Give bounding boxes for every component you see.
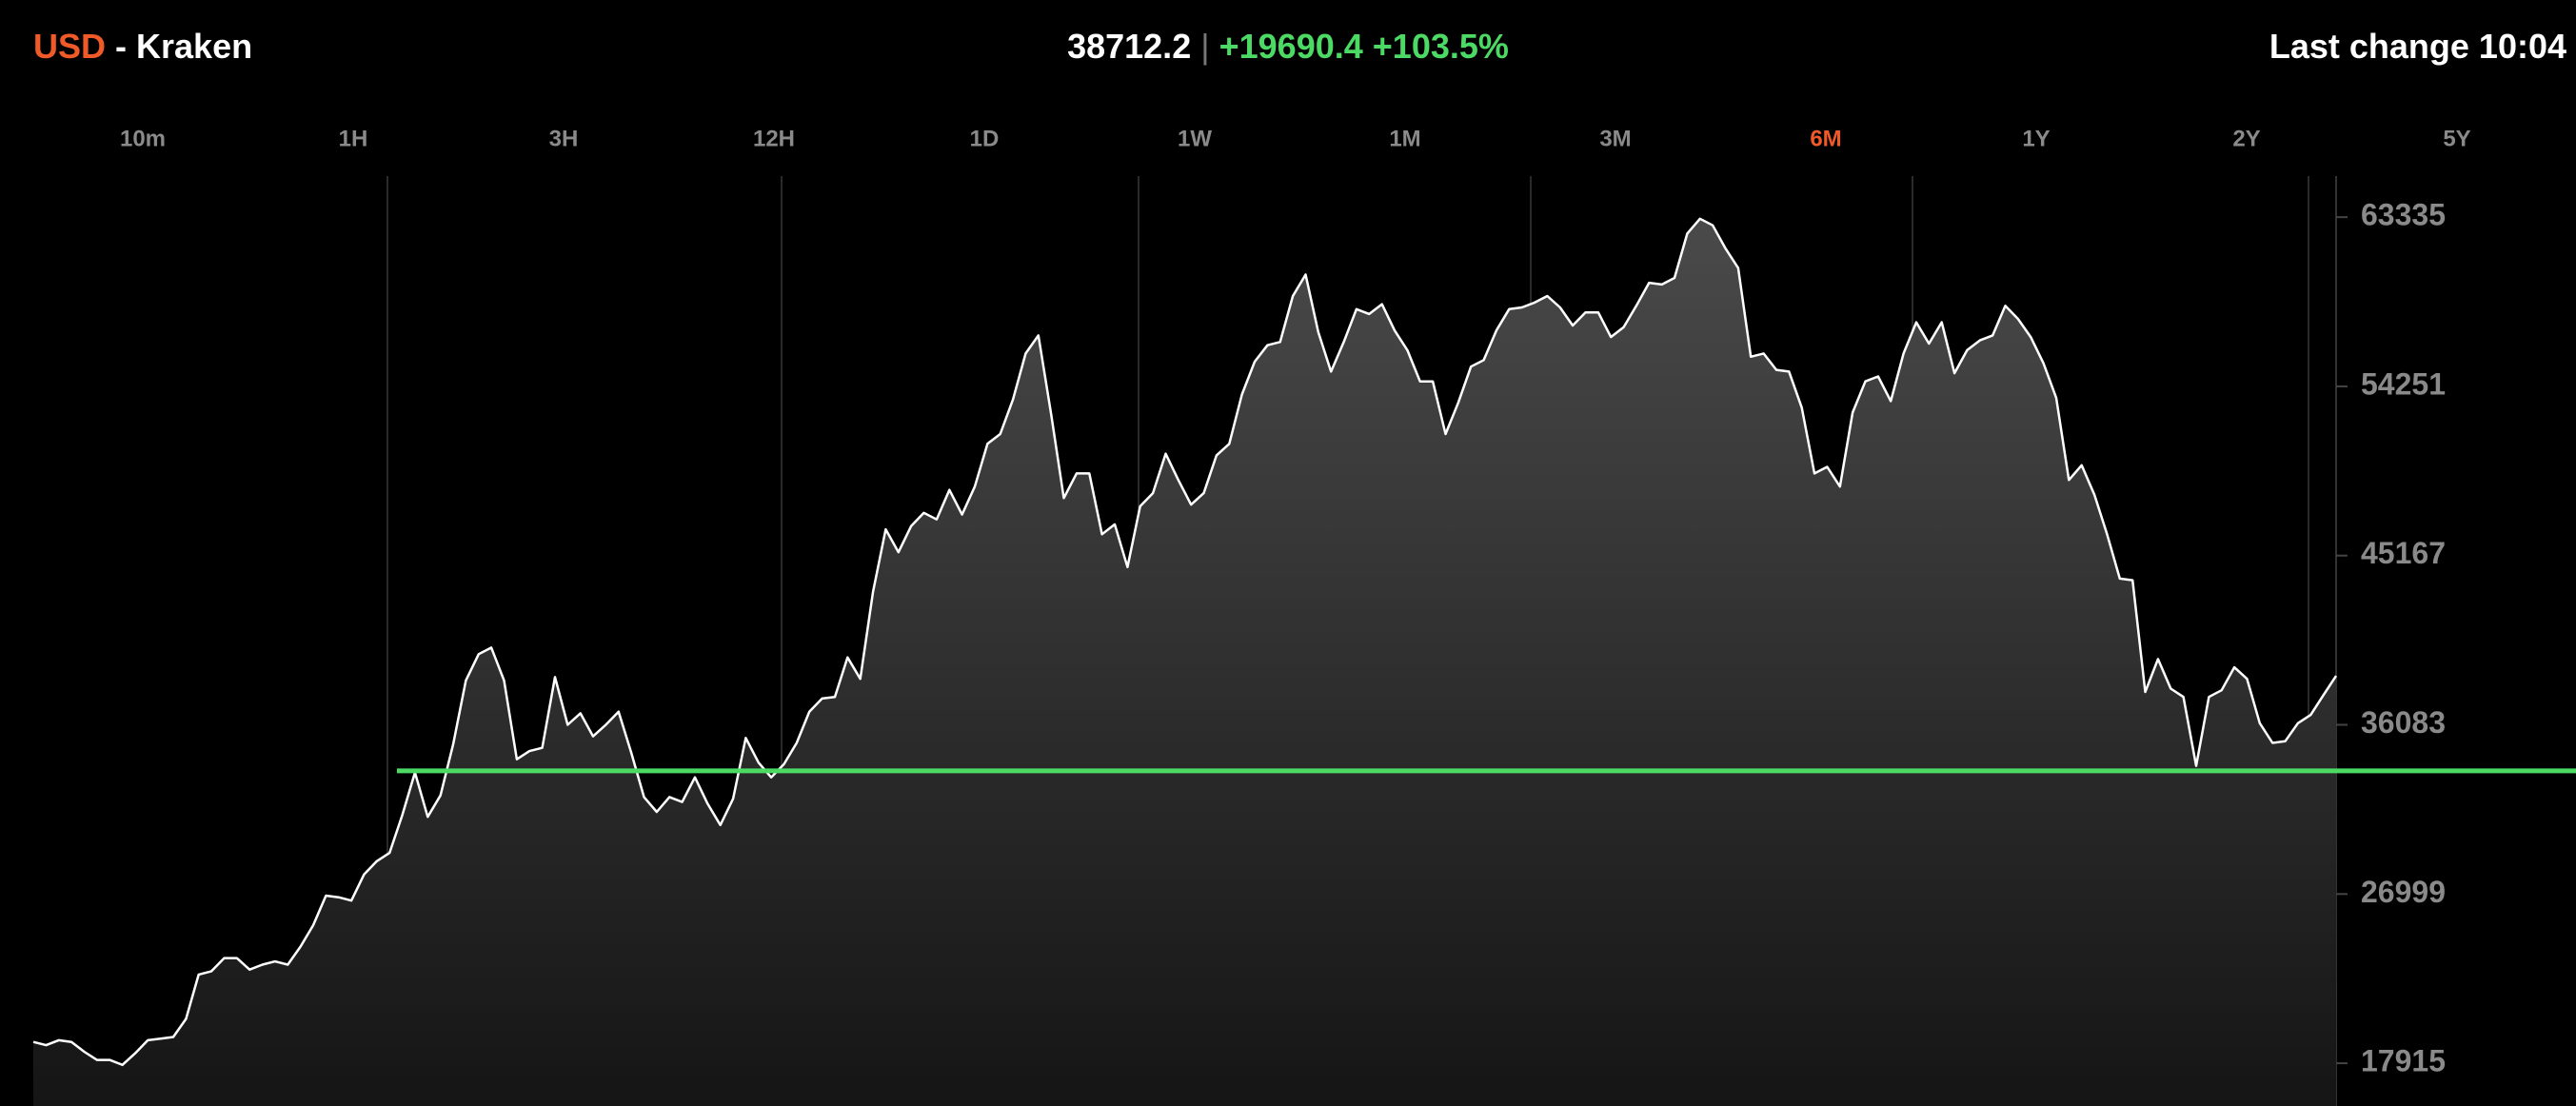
- price-summary: 38712.2 | +19690.4 +103.5%: [0, 27, 2576, 67]
- range-button[interactable]: 12H: [753, 126, 795, 151]
- market-title: USD - Kraken: [33, 27, 252, 67]
- range-button[interactable]: 2Y: [2232, 126, 2260, 151]
- last-change: Last change 10:04: [2269, 27, 2566, 66]
- area-fill: [33, 218, 2336, 1106]
- change: +19690.4: [1219, 27, 1363, 66]
- range-button[interactable]: 6M: [1810, 126, 1841, 151]
- range-button[interactable]: 10m: [120, 126, 166, 151]
- range-button[interactable]: 1W: [1178, 126, 1212, 151]
- price-line: [32, 217, 2338, 1067]
- y-tick-label: 54251: [2361, 366, 2446, 401]
- range-button[interactable]: 5Y: [2443, 126, 2470, 151]
- range-button[interactable]: 3M: [1599, 126, 1631, 151]
- range-button[interactable]: 1M: [1389, 126, 1420, 151]
- y-tick-label: 45167: [2361, 536, 2446, 570]
- separator: |: [1200, 27, 1210, 66]
- range-button[interactable]: 3H: [549, 126, 579, 151]
- range-button[interactable]: 1H: [339, 126, 368, 151]
- currency: USD: [33, 27, 107, 66]
- y-tick-label: 36083: [2361, 705, 2446, 740]
- y-tick-label: 17915: [2361, 1044, 2446, 1078]
- y-tick-label: 26999: [2361, 875, 2446, 909]
- exchange: - Kraken: [115, 27, 253, 66]
- range-button[interactable]: 1D: [970, 126, 1000, 151]
- change-pct: +103.5%: [1372, 27, 1509, 66]
- y-tick-label: 63335: [2361, 198, 2446, 232]
- price: 38712.2: [1067, 27, 1192, 66]
- range-button[interactable]: 1Y: [2022, 126, 2050, 151]
